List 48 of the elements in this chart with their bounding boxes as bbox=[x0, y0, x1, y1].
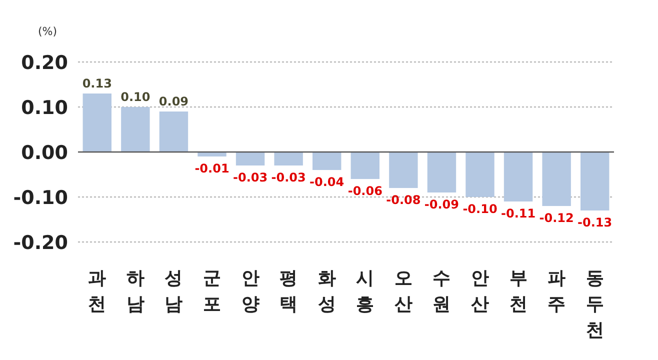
bar bbox=[274, 152, 303, 166]
x-tick-label: 안산 bbox=[471, 268, 489, 315]
data-label: 0.10 bbox=[120, 90, 150, 104]
data-label: -0.03 bbox=[271, 170, 306, 184]
x-tick-label: 성남 bbox=[164, 268, 183, 315]
x-tick-label: 파주 bbox=[548, 268, 566, 315]
bar bbox=[504, 152, 533, 202]
y-tick-label: 0.00 bbox=[21, 142, 68, 164]
data-label: -0.06 bbox=[348, 184, 382, 198]
bar bbox=[198, 152, 226, 156]
bar bbox=[580, 152, 610, 210]
bar bbox=[542, 152, 571, 206]
y-tick-label: -0.10 bbox=[13, 187, 68, 209]
data-label: -0.08 bbox=[386, 193, 421, 207]
y-axis-title: (%) bbox=[38, 25, 58, 38]
bar bbox=[427, 152, 456, 192]
x-tick-label: 동두천 bbox=[586, 268, 604, 341]
data-label: 0.09 bbox=[158, 94, 189, 108]
x-tick-label: 과천 bbox=[88, 268, 106, 315]
y-tick-label: 0.20 bbox=[21, 52, 68, 74]
data-label: -0.12 bbox=[539, 211, 574, 225]
y-tick-label: -0.20 bbox=[13, 232, 68, 254]
data-label: -0.04 bbox=[310, 175, 344, 189]
x-tick-label: 화성 bbox=[318, 268, 336, 315]
data-label: -0.11 bbox=[500, 206, 536, 220]
x-tick-label: 안양 bbox=[241, 268, 260, 315]
bar bbox=[121, 107, 150, 152]
x-tick-label: 부천 bbox=[509, 268, 528, 315]
data-label: -0.03 bbox=[232, 170, 268, 184]
x-tick-label: 시흥 bbox=[356, 268, 374, 315]
data-label: -0.13 bbox=[578, 216, 612, 230]
bar bbox=[389, 152, 418, 188]
bar bbox=[236, 152, 265, 166]
bar bbox=[82, 94, 112, 152]
data-label: 0.13 bbox=[82, 76, 112, 90]
data-label: -0.01 bbox=[194, 162, 230, 176]
x-tick-label: 수원 bbox=[432, 268, 451, 315]
bar bbox=[312, 152, 342, 170]
data-label: -0.10 bbox=[462, 202, 498, 216]
data-label: -0.09 bbox=[424, 198, 460, 212]
x-tick-label: 평택 bbox=[280, 268, 298, 315]
x-tick-label: 군포 bbox=[203, 268, 221, 315]
bar bbox=[466, 152, 494, 197]
y-tick-label: 0.10 bbox=[21, 97, 68, 119]
bar bbox=[159, 112, 188, 152]
x-tick-label: 하남 bbox=[126, 268, 144, 315]
bar bbox=[350, 152, 380, 179]
x-tick-label: 오산 bbox=[394, 268, 412, 315]
